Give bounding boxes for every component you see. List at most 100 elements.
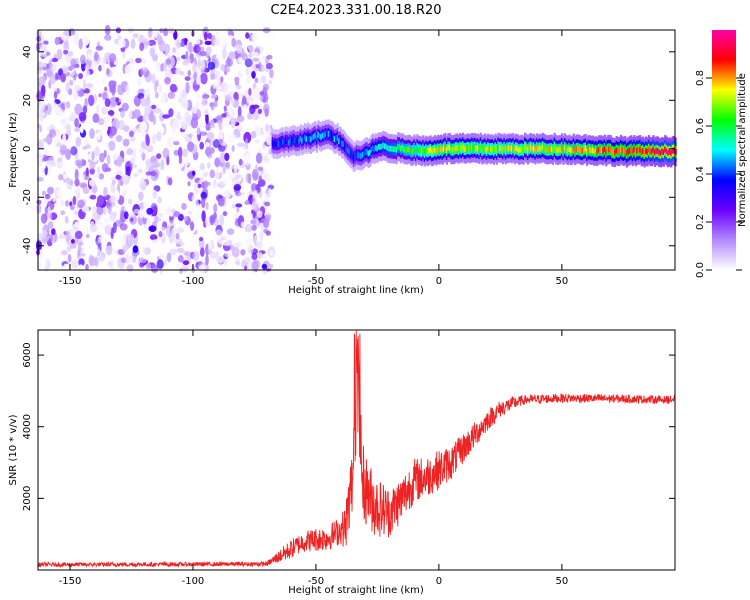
spectrogram-noise-cell xyxy=(84,138,90,145)
spectrogram-noise-cell xyxy=(209,169,216,179)
spectrogram-noise-cell xyxy=(164,77,171,85)
spectrogram-signal-cell xyxy=(462,144,465,150)
spectrogram-noise-cell xyxy=(133,188,139,194)
spectrogram-noise-cell xyxy=(83,229,92,234)
spectrogram-signal-cell xyxy=(370,146,373,153)
spectrogram-noise-cell xyxy=(91,151,95,161)
spectrogram-signal-cell xyxy=(510,145,513,152)
spectrogram-noise-cell xyxy=(92,212,100,222)
spectrogram-signal-cell xyxy=(305,136,308,143)
spectrogram-noise-cell xyxy=(69,228,75,238)
spectrogram-noise-cell xyxy=(172,47,177,53)
spectrogram-noise-cell xyxy=(191,170,196,176)
spectrogram-noise-cell xyxy=(179,261,183,269)
spectrogram-signal-cell xyxy=(640,149,643,155)
spectrogram-signal-cell xyxy=(653,149,656,156)
spectrogram-signal-cell xyxy=(373,146,376,153)
spectrogram-noise-cell xyxy=(243,257,252,263)
spectrogram-noise-cell xyxy=(173,211,181,217)
spectrogram-noise-cell xyxy=(195,100,200,110)
spectrogram-noise-cell xyxy=(213,203,218,213)
spectrogram-noise-cell xyxy=(253,139,260,144)
spectrogram-signal-cell xyxy=(395,146,398,153)
spectrogram-noise-cell xyxy=(100,223,106,230)
spectrogram-noise-cell xyxy=(60,73,66,83)
spectrogram-noise-cell xyxy=(219,129,224,142)
spectrogram-noise-cell xyxy=(210,94,218,99)
spectrogram-noise-cell xyxy=(162,246,166,252)
spectrogram-signal-cell xyxy=(498,145,502,152)
spectrogram-noise-cell xyxy=(65,230,71,243)
spectrogram-noise-cell xyxy=(97,118,105,126)
spectrogram-signal-cell xyxy=(420,148,423,155)
spectrogram-noise-cell xyxy=(137,168,143,174)
spectrogram-x-tick-label: 50 xyxy=(555,276,568,287)
spectrogram-signal-cell xyxy=(577,146,580,152)
spectrogram-noise-cell xyxy=(161,226,166,231)
spectrogram-signal-cell xyxy=(549,146,552,153)
spectrogram-noise-cell xyxy=(255,125,262,137)
spectrogram-heatmap xyxy=(35,24,677,276)
spectrogram-noise-cell xyxy=(168,108,174,118)
spectrogram-noise-cell xyxy=(74,168,79,181)
spectrogram-signal-cell xyxy=(506,145,509,152)
spectrogram-noise-cell xyxy=(254,77,259,83)
spectrogram-noise-cell xyxy=(167,136,175,148)
spectrogram-signal-cell xyxy=(332,134,335,140)
spectrogram-noise-cell xyxy=(157,217,162,222)
spectrogram-signal-cell xyxy=(441,147,444,154)
spectrogram-noise-cell xyxy=(246,96,255,104)
spectrogram-noise-cell xyxy=(262,147,270,156)
spectrogram-signal-cell xyxy=(572,145,575,151)
spectrogram-noise-cell xyxy=(58,234,66,240)
spectrogram-noise-cell xyxy=(82,187,90,194)
spectrogram-noise-cell xyxy=(82,36,90,46)
spectrogram-signal-cell xyxy=(658,149,661,156)
spectrogram-signal-cell xyxy=(507,145,510,152)
spectrogram-noise-cell xyxy=(80,173,85,181)
spectrogram-noise-cell xyxy=(197,76,201,83)
spectrogram-noise-cell xyxy=(100,123,109,133)
spectrogram-noise-cell xyxy=(160,159,165,171)
spectrogram-signal-cell xyxy=(605,149,608,155)
spectrogram-signal-cell xyxy=(318,133,322,140)
spectrogram-signal-cell xyxy=(428,147,431,154)
spectrogram-noise-cell xyxy=(184,76,191,81)
spectrogram-signal-cell xyxy=(422,146,425,153)
spectrogram-noise-cell xyxy=(74,85,82,92)
spectrogram-noise-cell xyxy=(98,200,104,206)
spectrogram-signal-cell xyxy=(276,141,279,148)
spectrogram-noise-cell xyxy=(70,146,78,156)
spectrogram-noise-cell xyxy=(38,101,46,111)
spectrogram-signal-cell xyxy=(645,148,648,154)
spectrogram-noise-cell xyxy=(231,118,236,129)
spectrogram-signal-cell xyxy=(611,148,614,155)
spectrogram-noise-cell xyxy=(134,68,138,78)
spectrogram-noise-cell xyxy=(74,127,81,132)
spectrogram-signal-cell xyxy=(389,145,392,152)
spectrogram-signal-cell xyxy=(568,146,571,152)
spectrogram-noise-cell xyxy=(138,191,144,201)
spectrogram-noise-cell xyxy=(40,213,48,224)
spectrogram-signal-cell xyxy=(296,138,299,144)
spectrogram-noise-cell xyxy=(36,139,44,150)
spectrogram-noise-cell xyxy=(193,70,197,82)
spectrogram-noise-cell xyxy=(180,121,188,130)
spectrogram-signal-cell xyxy=(544,146,547,153)
spectrogram-noise-cell xyxy=(140,53,144,65)
spectrogram-signal-cell xyxy=(556,147,559,154)
colorbar: 0.0 0.2 0.4 0.6 0.8 Normalized spectral ampl… xyxy=(695,30,748,278)
spectrogram-noise-cell xyxy=(88,94,95,106)
spectrogram-noise-cell xyxy=(145,133,150,143)
spectrogram-noise-cell xyxy=(238,127,243,132)
spectrogram-noise-cell xyxy=(217,120,222,127)
spectrogram-signal-cell xyxy=(466,145,469,151)
spectrogram-noise-cell xyxy=(97,27,102,35)
spectrogram-noise-cell xyxy=(176,227,185,234)
spectrogram-noise-cell xyxy=(259,113,267,122)
spectrogram-signal-cell xyxy=(535,145,538,151)
spectrogram-signal-cell xyxy=(531,145,534,152)
spectrogram-noise-cell xyxy=(205,147,212,157)
spectrogram-noise-cell xyxy=(140,184,146,191)
snr-series-line xyxy=(37,330,676,569)
